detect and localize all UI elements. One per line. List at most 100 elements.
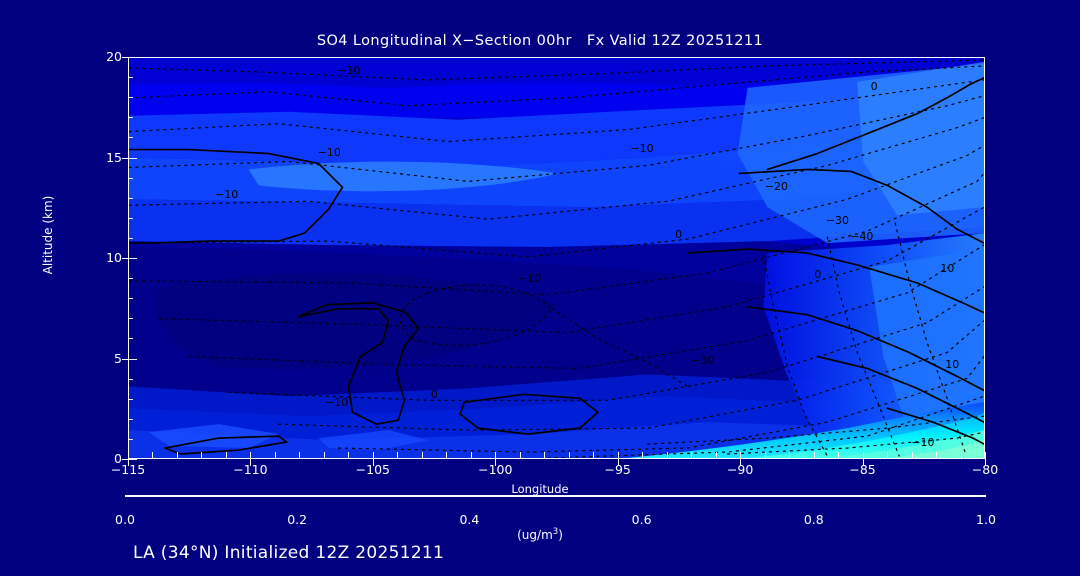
contour-label: 0 bbox=[431, 388, 438, 401]
colorbar-tick-label: 1.0 bbox=[976, 512, 996, 527]
colorbar-unit-label: (ug/m3) bbox=[0, 527, 1080, 542]
x-tick-label: −105 bbox=[355, 462, 391, 477]
y-minor-tick bbox=[128, 157, 137, 159]
x-minor-tick bbox=[372, 452, 374, 460]
y-minor-tick bbox=[128, 258, 137, 259]
x-minor-tick bbox=[789, 452, 791, 458]
x-minor-tick bbox=[176, 452, 178, 458]
contour-label: −10 bbox=[325, 396, 348, 409]
y-minor-tick bbox=[128, 137, 133, 139]
contour-label: −10 bbox=[518, 272, 541, 285]
y-tick-label: 10 bbox=[106, 250, 122, 265]
unit-close: ) bbox=[558, 528, 563, 542]
y-minor-tick bbox=[128, 459, 137, 460]
contour-label: −10 bbox=[911, 436, 934, 449]
x-minor-tick bbox=[887, 452, 889, 458]
x-minor-tick bbox=[813, 452, 815, 458]
contour-label: 0 bbox=[871, 80, 878, 93]
y-tick-mark bbox=[122, 157, 128, 159]
colorbar-tick-label: 0.0 bbox=[115, 512, 135, 527]
contour-label: −30 bbox=[692, 354, 715, 367]
y-minor-tick bbox=[128, 117, 133, 119]
figure-caption: LA (34°N) Initialized 12Z 20251211 bbox=[133, 543, 445, 563]
contour-label: −40 bbox=[850, 230, 873, 243]
x-minor-tick bbox=[299, 452, 301, 458]
x-tick-mark bbox=[250, 459, 252, 466]
x-minor-tick bbox=[642, 452, 644, 458]
y-tick-mark bbox=[122, 358, 128, 360]
colorbar-tick-label: 0.8 bbox=[803, 512, 824, 527]
x-minor-tick bbox=[764, 452, 766, 458]
y-tick-label: 0 bbox=[114, 451, 122, 466]
x-minor-tick bbox=[911, 452, 913, 458]
y-minor-tick bbox=[128, 318, 133, 320]
contour-label: 0 bbox=[814, 268, 821, 281]
x-minor-tick bbox=[519, 452, 521, 458]
x-minor-tick bbox=[470, 452, 472, 458]
x-tick-label: −90 bbox=[726, 462, 754, 477]
x-minor-tick bbox=[323, 452, 325, 458]
y-tick-mark bbox=[122, 459, 128, 460]
x-tick-mark bbox=[985, 459, 986, 466]
x-tick-label: −85 bbox=[849, 462, 876, 477]
x-tick-mark bbox=[128, 459, 129, 466]
x-tick-mark bbox=[372, 459, 374, 466]
x-minor-tick bbox=[495, 452, 497, 460]
x-minor-tick bbox=[740, 452, 742, 460]
x-axis-label: Longitude bbox=[511, 482, 569, 496]
contour-label: −20 bbox=[765, 180, 788, 193]
x-tick-mark bbox=[617, 459, 619, 466]
x-minor-tick bbox=[960, 452, 962, 458]
plot-frame: −10 −10 −10 −20 −30 −40 −10 0 0 −10 −30 0 −10 −10 0 10 1… bbox=[128, 57, 985, 459]
contour-label: −10 bbox=[630, 142, 653, 155]
y-minor-tick bbox=[128, 77, 133, 79]
x-minor-tick bbox=[936, 452, 938, 458]
x-minor-tick bbox=[691, 452, 693, 458]
unit-exponent: 3 bbox=[552, 527, 559, 537]
y-minor-tick bbox=[128, 177, 133, 179]
colorbar-tick-label: 0.2 bbox=[287, 512, 308, 527]
y-minor-tick bbox=[128, 378, 133, 380]
x-minor-tick bbox=[568, 452, 570, 458]
x-tick-label: −115 bbox=[110, 462, 146, 477]
contour-label: −30 bbox=[826, 214, 849, 227]
x-minor-tick bbox=[274, 452, 276, 458]
x-minor-tick bbox=[862, 452, 864, 460]
y-minor-tick bbox=[128, 217, 133, 219]
x-minor-tick bbox=[985, 452, 986, 460]
colorbar-tick-label: 0.4 bbox=[459, 512, 480, 527]
plot-canvas: −10 −10 −10 −20 −30 −40 −10 0 0 −10 −30 0 −10 −10 0 10 1… bbox=[129, 58, 984, 458]
y-axis-label: Altitude (km) bbox=[41, 195, 55, 275]
contour-label: −10 bbox=[215, 188, 238, 201]
contour-label: −10 bbox=[337, 64, 360, 77]
x-minor-tick bbox=[250, 452, 252, 460]
colorbar-top-rule bbox=[125, 495, 986, 497]
y-minor-tick bbox=[128, 338, 133, 340]
y-minor-tick bbox=[128, 358, 137, 360]
unit-open: (ug/m bbox=[517, 528, 553, 542]
y-minor-tick bbox=[128, 438, 133, 440]
page-title: SO4 Longitudinal X−Section 00hr Fx Valid… bbox=[316, 33, 764, 49]
colorbar bbox=[125, 498, 986, 509]
x-tick-label: −80 bbox=[971, 462, 999, 477]
y-minor-tick bbox=[128, 57, 137, 58]
x-minor-tick bbox=[201, 452, 203, 458]
y-tick-mark bbox=[122, 57, 128, 58]
x-minor-tick bbox=[446, 452, 448, 458]
contour-label: 0 bbox=[675, 228, 682, 241]
y-minor-tick bbox=[128, 398, 133, 400]
x-minor-tick bbox=[128, 452, 129, 460]
y-tick-mark bbox=[122, 258, 128, 259]
x-minor-tick bbox=[593, 452, 595, 458]
y-minor-tick bbox=[128, 278, 133, 280]
contour-label: 10 bbox=[940, 262, 954, 275]
y-minor-tick bbox=[128, 237, 133, 239]
y-tick-label: 20 bbox=[106, 49, 122, 64]
y-minor-tick bbox=[128, 97, 133, 99]
y-minor-tick bbox=[128, 197, 133, 199]
x-minor-tick bbox=[152, 452, 154, 458]
x-minor-tick bbox=[838, 452, 840, 458]
x-minor-tick bbox=[348, 452, 350, 458]
